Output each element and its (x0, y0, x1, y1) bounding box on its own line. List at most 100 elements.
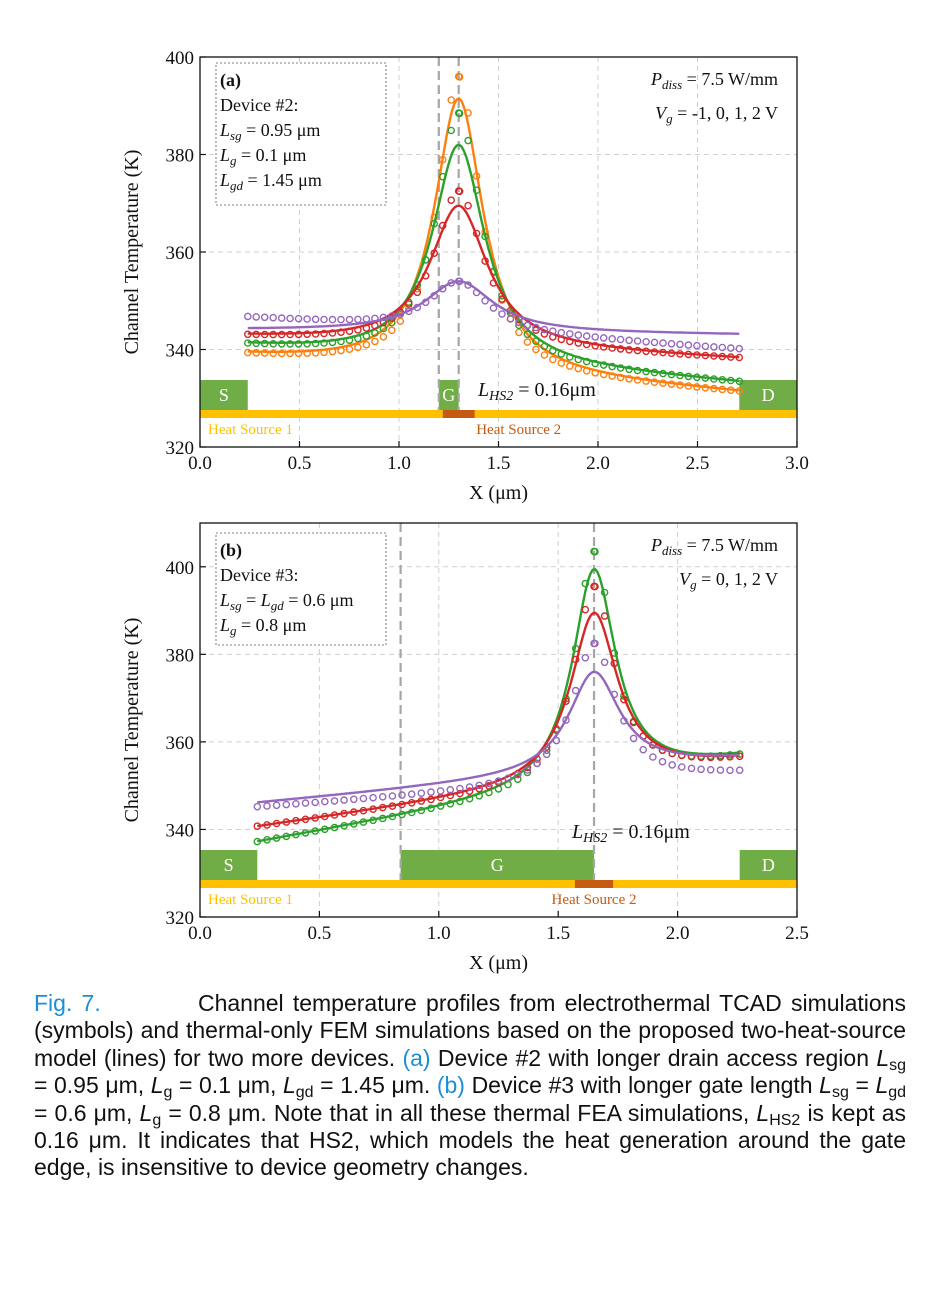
series-point-3 (710, 352, 718, 360)
series-point-4 (430, 291, 439, 300)
series-point-1 (330, 823, 339, 832)
y-tick-label: 380 (166, 645, 195, 666)
series-point-4 (438, 284, 447, 293)
series-point-3 (337, 328, 345, 337)
series-point-1 (417, 806, 426, 815)
series-point-1 (340, 821, 348, 830)
param-val: = 0.1 μm (237, 145, 307, 165)
series-point-2 (571, 655, 580, 664)
param-sym: L (219, 615, 230, 635)
series-point-3 (430, 249, 439, 257)
param-sym: L (219, 170, 230, 190)
series-point-3 (610, 690, 619, 699)
heat-source-2-label: Heat Source 2 (552, 892, 637, 908)
caption-sym: L (819, 1072, 832, 1099)
electrode-label: S (224, 855, 234, 875)
plot-frame (199, 522, 798, 918)
param-sub: gd (271, 598, 285, 613)
series-point-1 (427, 804, 435, 813)
series-point-2 (599, 361, 608, 369)
vg-annotation: Vg = -1, 0, 1, 2 V (655, 103, 778, 126)
vg-annotation-sub: g (690, 577, 697, 592)
series-point-2 (693, 373, 701, 382)
series-point-4 (286, 314, 294, 323)
series-point-3 (608, 344, 617, 352)
device-param: Lsg = Lgd = 0.6 μm (219, 590, 354, 613)
heat-source-2-label: Heat Source 2 (476, 422, 561, 438)
series-point-1 (243, 348, 252, 357)
series-point-1 (263, 835, 271, 844)
series-point-1 (311, 827, 320, 835)
series-point-1 (582, 366, 591, 375)
series-peak-point (590, 639, 598, 648)
series-point-3 (421, 271, 430, 280)
pdiss-annotation-sym: P (650, 69, 662, 89)
series-point-1 (282, 832, 291, 841)
series-point-3 (292, 799, 300, 808)
series-point-3 (667, 349, 676, 358)
series-line-3 (257, 670, 740, 804)
series-point-4 (421, 298, 430, 307)
series-point-1 (642, 377, 650, 385)
series-point-2 (616, 364, 625, 372)
y-tick-label: 320 (166, 908, 195, 929)
series-point-4 (591, 333, 600, 341)
series-point-2 (438, 172, 447, 181)
electrode-g (438, 380, 459, 410)
heat-source-1-label: Heat Source 1 (208, 422, 293, 438)
x-tick-label: 1.5 (487, 453, 511, 474)
series-line-4 (247, 280, 740, 335)
series-point-3 (678, 763, 686, 771)
caption-text-3: = 0.95 μm, (34, 1072, 145, 1099)
series-point-4 (311, 315, 320, 324)
pdiss-annotation-sub: diss (662, 77, 682, 92)
series-point-3 (481, 257, 489, 265)
series-point-2 (726, 752, 734, 761)
series-point-1 (633, 376, 642, 384)
series-point-3 (277, 330, 286, 339)
param-sym: L (219, 145, 230, 165)
caption-ref-a[interactable]: (a) (402, 1044, 431, 1071)
series-point-2 (311, 339, 320, 348)
series-point-2 (354, 334, 362, 343)
series-point-3 (465, 783, 474, 791)
series-point-2 (591, 359, 600, 368)
series-point-3 (398, 791, 406, 799)
series-point-3 (456, 784, 464, 793)
series-point-4 (523, 321, 532, 330)
series-point-4 (633, 337, 642, 345)
series-point-2 (378, 803, 387, 812)
series-point-1 (311, 348, 320, 357)
series-point-1 (303, 349, 311, 358)
series-point-3 (320, 329, 328, 338)
device-param: Lsg = 0.95 μm (219, 120, 320, 143)
series-point-1 (396, 317, 405, 326)
series-point-3 (566, 337, 574, 346)
series-point-4 (515, 318, 523, 327)
series-point-1 (599, 370, 608, 379)
series-point-3 (472, 229, 481, 238)
series-point-1 (277, 349, 286, 358)
pdiss-annotation-val: = 7.5 W/mm (682, 69, 778, 89)
electrode-d (739, 380, 797, 410)
lhs2-sub: HS2 (488, 389, 513, 404)
series-peak-point (454, 277, 463, 286)
series-point-1 (362, 340, 371, 349)
series-point-2 (398, 800, 406, 809)
series-point-2 (472, 186, 481, 194)
series-point-3 (581, 653, 590, 662)
series-point-2 (718, 375, 727, 384)
series-point-4 (701, 342, 710, 351)
caption-sym: L (150, 1072, 164, 1099)
series-point-3 (629, 734, 638, 743)
series-point-1 (701, 383, 710, 392)
series-point-1 (269, 349, 278, 358)
series-point-4 (566, 330, 574, 338)
series-point-4 (659, 339, 667, 347)
series-point-1 (387, 326, 396, 335)
vg-annotation-sym: V (655, 103, 668, 123)
series-point-2 (557, 350, 566, 358)
series-point-1 (557, 359, 566, 367)
electrode-d (739, 850, 797, 880)
caption-ref-b[interactable]: (b) (436, 1072, 465, 1099)
